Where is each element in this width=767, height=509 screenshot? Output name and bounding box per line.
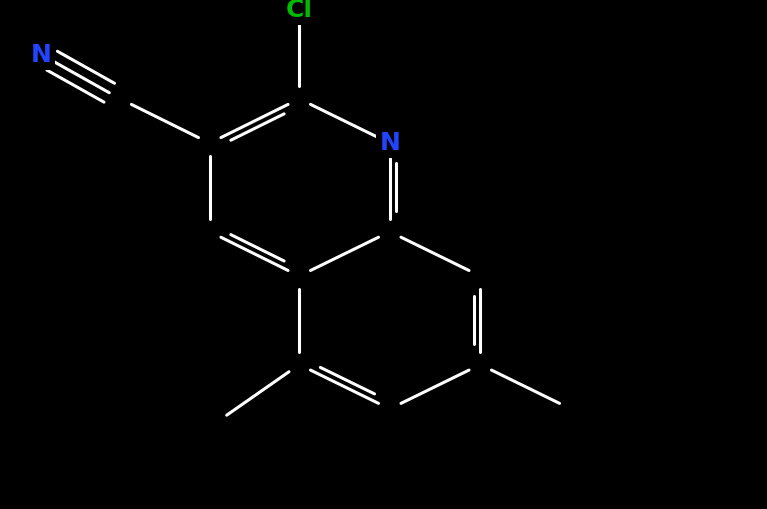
- Text: N: N: [380, 131, 400, 155]
- Text: N: N: [31, 43, 51, 67]
- Text: Cl: Cl: [286, 0, 313, 22]
